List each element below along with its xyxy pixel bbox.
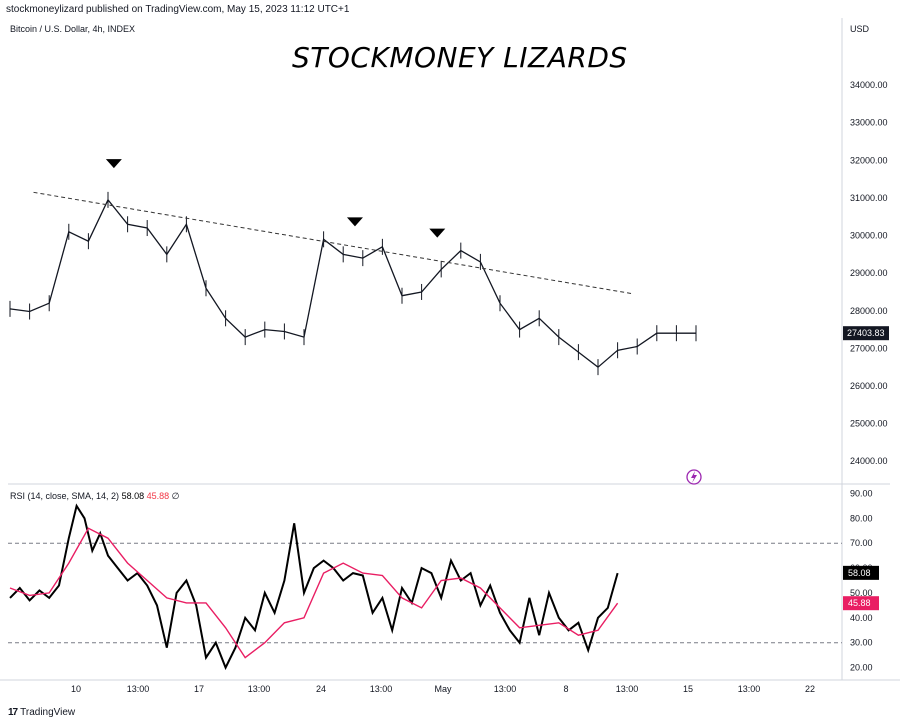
time-axis[interactable]: 10 13:00 17 13:00 24 13:00 May 13:00 8 13:00 15 13:… bbox=[0, 679, 900, 694]
rsi-tick-label: 90.00 bbox=[850, 488, 873, 498]
last-price-label: 27403.83 bbox=[847, 328, 885, 338]
price-tick-label: 34000.00 bbox=[850, 80, 888, 90]
rsi-legend[interactable]: RSI (14, close, SMA, 14, 2) 58.08 45.88 … bbox=[10, 491, 180, 502]
time-tick-label: 10 bbox=[71, 684, 81, 694]
price-tick-label: 25000.00 bbox=[850, 419, 888, 429]
time-tick-label: 24 bbox=[316, 684, 326, 694]
rsi-line bbox=[9, 503, 619, 671]
rsi-tick-label: 50.00 bbox=[850, 588, 873, 598]
time-tick-label: 22 bbox=[805, 684, 815, 694]
tradingview-brand: TradingView bbox=[20, 707, 76, 718]
published-note: stockmoneylizard published on TradingVie… bbox=[6, 4, 350, 15]
time-tick-label: 13:00 bbox=[370, 684, 393, 694]
rsi-sma-line bbox=[9, 527, 619, 659]
price-tick-label: 31000.00 bbox=[850, 193, 888, 203]
price-tick-label: 28000.00 bbox=[850, 306, 888, 316]
time-tick-label: 13:00 bbox=[616, 684, 639, 694]
time-tick-label: 8 bbox=[563, 684, 568, 694]
sma-value-badge-label: 45.88 bbox=[848, 598, 871, 608]
rsi-tick-label: 40.00 bbox=[850, 613, 873, 623]
price-series-line bbox=[9, 198, 696, 369]
time-tick-label: 13:00 bbox=[494, 684, 517, 694]
tradingview-logo[interactable]: 17 TradingView bbox=[8, 707, 75, 718]
price-tick-label: 24000.00 bbox=[850, 456, 888, 466]
price-tick-label: 32000.00 bbox=[850, 155, 888, 165]
price-tick-label: 33000.00 bbox=[850, 118, 888, 128]
rsi-tick-label: 70.00 bbox=[850, 538, 873, 548]
sma-value-badge bbox=[843, 596, 879, 611]
rsi-legend-sma-value: 45.88 bbox=[146, 491, 170, 501]
tradingview-logo-icon: 17 bbox=[8, 707, 18, 718]
marker-triangle-down bbox=[429, 228, 446, 238]
resistance-trendline bbox=[33, 191, 634, 295]
marker-triangle-down bbox=[105, 159, 122, 169]
price-tick-label: 26000.00 bbox=[850, 381, 888, 391]
marker-triangle-down bbox=[346, 217, 363, 227]
rsi-pane[interactable]: 20.0030.0040.0050.0060.0070.0080.0090.00… bbox=[8, 488, 879, 673]
rsi-tick-label: 20.00 bbox=[850, 663, 873, 673]
price-tick-label: 27000.00 bbox=[850, 343, 888, 353]
price-pane[interactable]: 24000.00 25000.00 26000.00 27000.00 28000.00… bbox=[8, 18, 890, 680]
time-tick-label: 17 bbox=[194, 684, 204, 694]
currency-label: USD bbox=[850, 24, 870, 34]
time-tick-label: 13:00 bbox=[127, 684, 150, 694]
price-tick-label: 30000.00 bbox=[850, 231, 888, 241]
price-tick-label: 29000.00 bbox=[850, 268, 888, 278]
rsi-value-badge-label: 58.08 bbox=[848, 568, 871, 578]
rsi-legend-extra: ∅ bbox=[171, 491, 180, 501]
watermark-title: STOCKMONEY LIZARDS bbox=[292, 41, 628, 74]
last-price-badge bbox=[843, 326, 889, 341]
alert-lightning-icon bbox=[686, 469, 702, 485]
symbol-legend[interactable]: Bitcoin / U.S. Dollar, 4h, INDEX bbox=[10, 24, 136, 34]
rsi-tick-label: 30.00 bbox=[850, 638, 873, 648]
rsi-legend-label: RSI (14, close, SMA, 14, 2) bbox=[10, 491, 120, 501]
lightning-icon bbox=[691, 471, 697, 483]
time-tick-label: 15 bbox=[683, 684, 693, 694]
rsi-legend-value: 58.08 bbox=[121, 491, 145, 501]
time-tick-label: 13:00 bbox=[248, 684, 271, 694]
rsi-value-badge bbox=[843, 565, 879, 580]
time-tick-label: 13:00 bbox=[738, 684, 761, 694]
rsi-tick-label: 80.00 bbox=[850, 513, 873, 523]
icon-layer bbox=[686, 469, 702, 485]
time-tick-label: May bbox=[434, 684, 452, 694]
